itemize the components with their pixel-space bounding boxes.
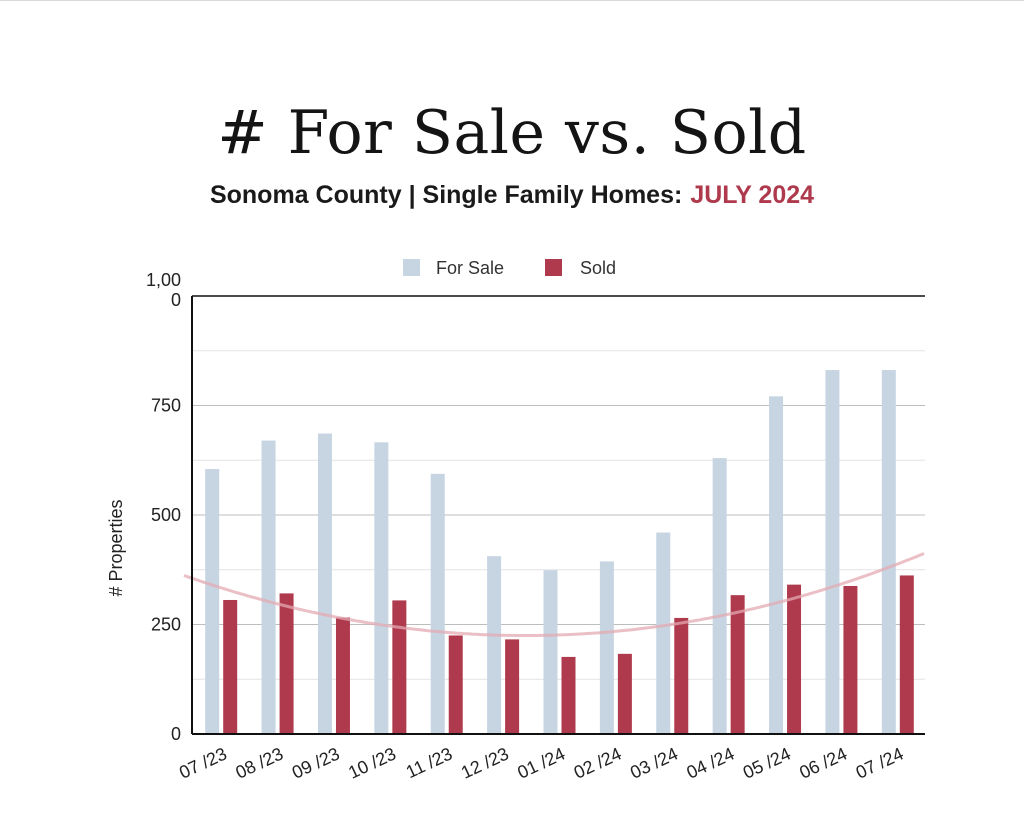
y-tick-labels: 0 250 500 750 1,00 0 [146, 270, 181, 744]
x-tick-label: 05 /24 [740, 743, 794, 782]
for-sale-bar [543, 570, 558, 734]
for-sale-bar [374, 442, 389, 734]
bars [205, 370, 914, 734]
y-axis-label: # Properties [106, 499, 126, 596]
x-tick-label: 11 /23 [403, 743, 456, 782]
y-tick-label: 0 [171, 724, 181, 744]
page-title: # For Sale vs. Sold [217, 98, 807, 168]
sold-bar [561, 656, 576, 734]
for-sale-bar [769, 396, 784, 734]
x-tick-label: 06 /24 [796, 743, 850, 782]
x-tick-label: 09 /23 [289, 743, 343, 782]
y-tick-label: 750 [151, 396, 181, 416]
axes [191, 295, 925, 735]
legend: For Sale Sold [403, 258, 616, 278]
for-sale-bar [430, 473, 445, 734]
for-sale-bar [317, 433, 332, 734]
sold-bar [787, 584, 802, 734]
for-sale-bar [712, 458, 727, 734]
subtitle-main: Sonoma County | Single Family Homes: [209, 181, 683, 209]
y-tick-label: 1,00 0 [146, 270, 181, 310]
sold-bar [448, 635, 463, 734]
legend-for-sale-label: For Sale [436, 258, 504, 278]
for-sale-bar [881, 370, 896, 734]
x-tick-label: 04 /24 [684, 743, 738, 782]
x-tick-label: 07 /23 [176, 743, 230, 782]
x-tick-label: 08 /23 [232, 743, 286, 782]
for-sale-bar [487, 556, 502, 734]
gridlines [192, 295, 925, 680]
x-tick-label: 01 /24 [514, 743, 568, 782]
sold-bar [730, 595, 745, 734]
sold-bar [392, 600, 407, 734]
for-sale-bar [599, 561, 614, 734]
x-tick-label: 07 /24 [853, 743, 907, 782]
x-tick-labels: 07 /23 08 /23 09 /23 10 /23 11 /23 12 /23 01 /… [176, 743, 906, 782]
y-tick-label: 250 [151, 615, 181, 635]
x-tick-label: 03 /24 [627, 743, 681, 782]
for-sale-bar [656, 532, 671, 734]
subtitle-month: JULY 2024 [690, 181, 815, 209]
sold-bar [674, 617, 689, 734]
sold-bar [223, 599, 238, 734]
sold-bar [279, 593, 294, 734]
sold-bar [335, 617, 350, 734]
x-tick-label: 02 /24 [571, 743, 625, 782]
top-rule [0, 0, 1024, 1]
y-tick-label: 500 [151, 505, 181, 525]
legend-sold-swatch [545, 259, 562, 276]
for-sale-bar [205, 469, 220, 734]
sold-bar [843, 585, 858, 734]
page-subtitle: Sonoma County | Single Family Homes: JULY… [0, 181, 1024, 210]
for-sale-bar [825, 370, 840, 734]
x-tick-label: 12 /23 [458, 743, 512, 782]
sold-bar [505, 639, 520, 734]
x-tick-label: 10 /23 [345, 743, 399, 782]
sold-bar [899, 575, 914, 734]
sold-bar [617, 653, 632, 734]
sold-trendline [183, 552, 925, 637]
legend-sold-label: Sold [580, 258, 616, 278]
for-sale-bar [261, 440, 276, 734]
legend-for-sale-swatch [403, 259, 420, 276]
